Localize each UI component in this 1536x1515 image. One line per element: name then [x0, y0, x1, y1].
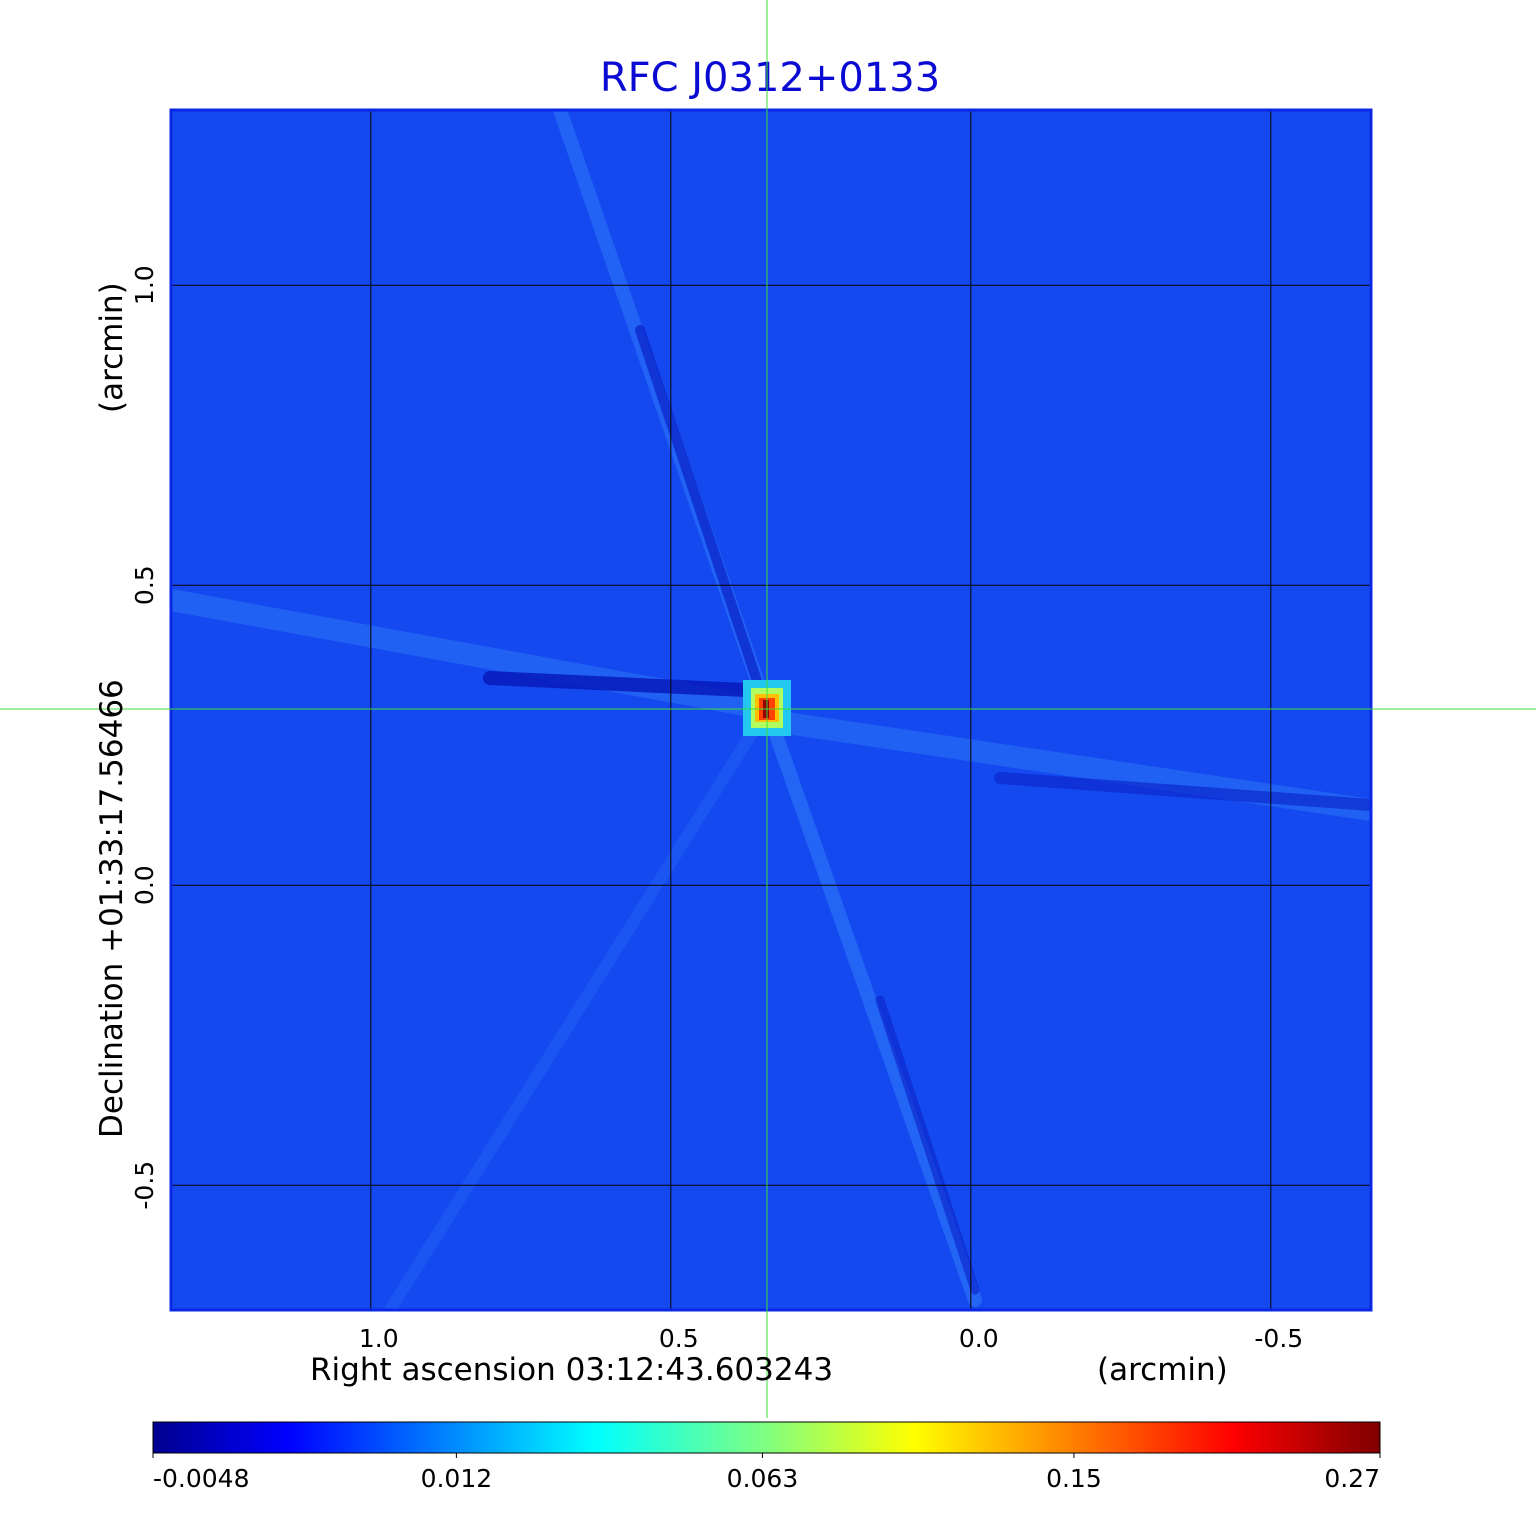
y-tick-label: 1.0: [130, 265, 159, 305]
plot-frame: [169, 108, 1373, 1312]
x-tick-label: 0.0: [959, 1324, 999, 1353]
colorbar-tick-label: 0.063: [727, 1464, 799, 1493]
x-tick-label: 0.5: [659, 1324, 699, 1353]
colorbar-tick-label: 0.27: [1324, 1464, 1380, 1493]
colorbar: [152, 1421, 1381, 1454]
y-axis-label: Declination +01:33:17.56466: [94, 679, 130, 1138]
x-tick-label: -0.5: [1254, 1324, 1303, 1353]
y-axis-unit: (arcmin): [94, 282, 130, 413]
y-tick-label: 0.0: [130, 865, 159, 905]
grid: [171, 110, 1371, 1310]
image: [171, 110, 1371, 1310]
y-tick-label: 0.5: [130, 565, 159, 605]
chart-title: RFC J0312+0133: [600, 55, 940, 101]
y-tick-label: -0.5: [130, 1161, 159, 1210]
colorbar-tick-label: 0.012: [421, 1464, 493, 1493]
x-axis-label: Right ascension 03:12:43.603243: [310, 1352, 833, 1388]
colorbar-tick-label: -0.0048: [153, 1464, 250, 1493]
colorbar-tick-label: 0.15: [1046, 1464, 1102, 1493]
x-axis-unit: (arcmin): [1097, 1352, 1228, 1388]
x-tick-label: 1.0: [359, 1324, 399, 1353]
